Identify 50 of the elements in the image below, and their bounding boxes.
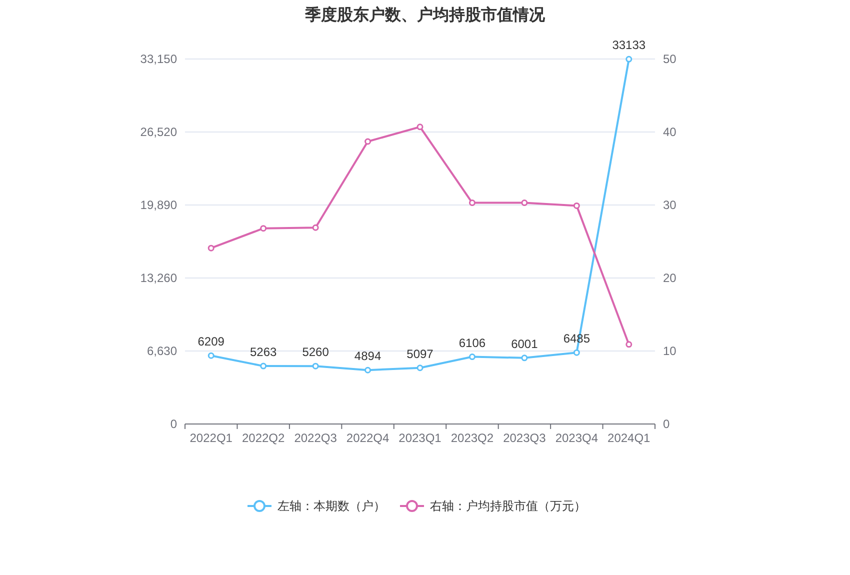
y-tick-label: 19,890 [140,198,178,212]
point [364,366,372,374]
point [260,225,267,232]
y2-tick-label: 30 [663,198,677,212]
data-label: 5097 [406,346,434,361]
data-label: 5260 [302,345,330,360]
x-tick-label: 2022Q1 [190,431,233,445]
point [416,364,424,372]
point [208,352,214,359]
legend-label: 右轴：户均持股市值（万元） [430,499,586,513]
x-tick-label: 2023Q1 [398,431,442,445]
data-label: 6106 [458,336,486,350]
x-tick-label: 2023Q2 [450,431,494,445]
point [626,56,632,62]
x-tick-label: 2023Q4 [555,431,598,445]
point [312,224,319,231]
x-tick-label: 2023Q3 [503,431,546,445]
y2-tick-label: 10 [663,344,677,358]
y2-tick-label: 20 [663,271,677,285]
point [260,362,267,370]
y-tick-label: 26,520 [140,125,178,139]
point [364,138,372,145]
x-tick-label: 2022Q4 [346,431,390,445]
x-tick-label: 2024Q1 [608,431,651,445]
point [521,354,528,362]
y2-tick-label: 50 [663,52,677,66]
point [468,200,476,206]
data-label: 6209 [198,334,225,349]
point [208,244,214,252]
y-tick-label: 0 [170,417,178,431]
point [626,341,632,348]
point [468,354,476,360]
point [521,200,528,206]
point [416,124,424,130]
x-tick-label: 2022Q3 [294,431,338,445]
point [573,349,580,356]
legend-label: 左轴：本期数（户） [278,499,386,513]
x-tick-label: 2022Q2 [242,431,286,445]
point [573,202,580,209]
data-label: 6001 [511,336,538,351]
y2-tick-label: 0 [663,417,670,431]
point [312,362,319,370]
data-label: 4894 [354,349,382,364]
y2-tick-label: 40 [663,125,677,139]
data-label: 5263 [250,345,278,360]
data-label: 33133 [612,38,646,52]
y-tick-label: 33,150 [140,52,178,66]
chart-title: 季度股东户数、户均持股市值情况 [304,5,546,24]
y-tick-label: 13,260 [140,271,178,285]
y-tick-label: 6,630 [146,344,178,358]
